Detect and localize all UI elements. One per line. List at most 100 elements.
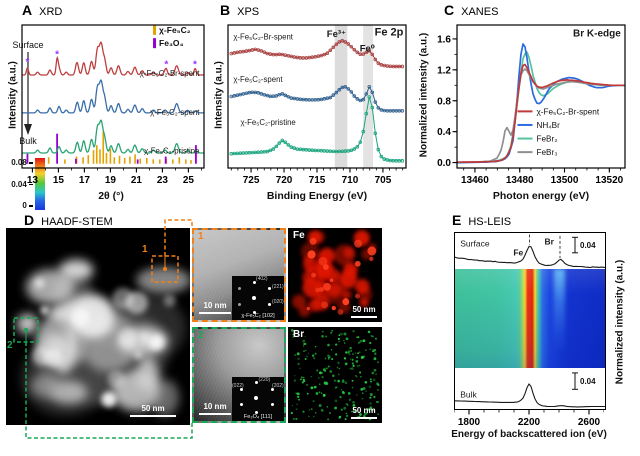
xrd-y-axis-label: Intensity (a.u.): [6, 20, 20, 190]
colorbar-tick: 0.04: [11, 180, 33, 189]
xps-x-axis-label: Binding Energy (eV): [266, 190, 368, 202]
panel-d-letter: D: [24, 212, 35, 228]
inset-2-scale-label: 10 nm: [203, 402, 227, 412]
fft-spot: [254, 381, 258, 385]
scale-bar-line: [351, 417, 377, 419]
panel-hs-leis: E HS-LEIS Surface Fe Br 0.04 Bulk 0.04 1800 2…: [444, 212, 640, 456]
svg-text:2600: 2600: [578, 417, 601, 426]
fft-spot: [238, 287, 242, 291]
svg-text:720: 720: [276, 175, 293, 186]
panel-xanes: C XANES Normalized intensity (a.u.) χ-Fe…: [418, 2, 638, 208]
svg-text:*: *: [55, 50, 59, 61]
panel-d-title: HAADF-STEM: [41, 216, 113, 228]
eds-map-fe: Fe 50 nm: [288, 228, 382, 322]
svg-text:0.04: 0.04: [580, 241, 596, 250]
hrtem-inset-column: 1 10 nm (402) (221) (020) χ-Fe₅C₂ [102]: [192, 228, 286, 425]
fft-spot: [268, 303, 272, 307]
panel-e-title: HS-LEIS: [468, 216, 512, 228]
br-signal-streak: [554, 269, 565, 368]
roi-1-number: 1: [142, 244, 148, 255]
scale-bar-line: [199, 413, 231, 415]
panel-a-body: Intensity (a.u.) * * * * χ-Fe₅C₂ Fe₃O₄ χ-Fe₅C₂…: [6, 20, 210, 190]
svg-text:χ-Fe₅C₂-pristine: χ-Fe₅C₂-pristine: [144, 147, 199, 156]
surface-label: Surface: [12, 40, 44, 50]
svg-text:*: *: [164, 60, 168, 71]
fft-spot: [271, 403, 274, 407]
br-map-scale-bar: 50 nm: [351, 406, 377, 419]
bulk-label: Bulk: [19, 136, 37, 146]
panel-xps: B XPS Intensity (a.u.) χ-Fe₅C₂-Br-spent χ…: [212, 2, 414, 208]
fft-pattern-1: (402) (221) (020) χ-Fe₅C₂ [102]: [232, 276, 284, 320]
fft-index-label: (220): [258, 376, 271, 383]
panel-b-title: XPS: [237, 6, 260, 18]
inset-1-scale-bar: 10 nm: [199, 301, 231, 314]
scale-bar-line: [130, 415, 176, 417]
svg-text:13: 13: [27, 175, 39, 186]
fe-map-scale-label: 50 nm: [352, 305, 376, 315]
panel-a-title: XRD: [39, 6, 63, 18]
svg-text:725: 725: [243, 175, 260, 186]
svg-text:FeBr₂: FeBr₂: [536, 135, 557, 144]
inset-2-number: 2: [198, 330, 204, 341]
stem-scale-label: 50 nm: [141, 404, 165, 414]
panel-c-title: XANES: [461, 6, 499, 18]
inset-1-number: 1: [198, 231, 204, 242]
xrd-chart: * * * * χ-Fe₅C₂ Fe₃O₄ χ-Fe₅C₂-Br-spent χ-Fe₅C₂-…: [21, 24, 205, 186]
leis-depth-heatmap: [455, 269, 605, 368]
depth-profile-legend: Surface Bulk 0.08 0.04 0: [0, 0, 56, 238]
panel-c-body: Normalized intensity (a.u.) χ-Fe₅C₂-Br-s…: [418, 20, 638, 190]
br-map-image: [288, 327, 382, 423]
panel-b-body: Intensity (a.u.) χ-Fe₅C₂-Br-spent χ-Fe₅C₂…: [212, 20, 414, 190]
svg-text:Surface: Surface: [460, 239, 490, 249]
svg-text:0.4: 0.4: [437, 127, 451, 138]
leis-bulk-spectrum: Bulk 0.04: [455, 372, 605, 408]
fft-spot: [239, 388, 243, 392]
fft-pattern-2: (220) (022) (202) Fe₃O₄ [111]: [232, 377, 284, 421]
svg-text:21: 21: [131, 175, 143, 186]
panel-c-header: C XANES: [418, 2, 638, 20]
br-map-label: Br: [293, 329, 305, 340]
colorbar-tick: 0.08: [11, 158, 33, 167]
panel-d-header: D HAADF-STEM: [6, 212, 388, 228]
svg-text:1.6: 1.6: [437, 34, 451, 45]
svg-text:*: *: [26, 57, 30, 68]
svg-text:χ-Fe₅C₂-spent: χ-Fe₅C₂-spent: [150, 108, 200, 117]
xanes-y-axis-label-text: Normalized intensity (a.u.): [418, 32, 430, 158]
svg-text:715: 715: [309, 175, 326, 186]
fe-map-scale-bar: 50 nm: [351, 305, 377, 318]
svg-text:710: 710: [342, 175, 359, 186]
eds-map-br: Br 50 nm: [288, 327, 382, 423]
svg-text:0.04: 0.04: [580, 377, 596, 386]
xanes-chart: χ-Fe₅C₂-Br-spent NH₄Br FeBr₂ FeBr₃ Br K-edge…: [437, 24, 626, 186]
stem-image-row: 50 nm 1 10 nm (402) (221): [6, 228, 382, 425]
svg-text:705: 705: [375, 175, 392, 186]
xanes-y-axis-label: Normalized intensity (a.u.): [418, 20, 430, 190]
svg-text:25: 25: [183, 175, 195, 186]
fft-index-label: (020): [272, 298, 284, 305]
fft-spot: [238, 303, 242, 307]
fft-index-label: (402): [255, 276, 268, 283]
fft-spot: [254, 396, 259, 401]
fe-map-label: Fe: [293, 230, 305, 241]
svg-text:Fe₃O₄: Fe₃O₄: [159, 38, 184, 48]
scale-bar-line: [199, 312, 231, 314]
svg-text:χ-Fe₅C₂-Br-spent: χ-Fe₅C₂-Br-spent: [536, 107, 599, 116]
svg-text:0.8: 0.8: [437, 96, 451, 107]
leis-surface-spectrum: Surface Fe Br 0.04: [455, 234, 605, 269]
fft-spot: [254, 411, 258, 415]
fft-zone-axis-label: χ-Fe₅C₂ [102]: [241, 313, 275, 319]
panel-xrd: A XRD Intensity (a.u.) * * * * χ-Fe₅C₂ Fe₃O₄ χ…: [6, 2, 210, 208]
svg-text:13460: 13460: [461, 175, 489, 186]
colorbar-tick-labels: 0.08 0.04 0: [11, 158, 33, 210]
xps-y-axis-label: Intensity (a.u.): [212, 20, 226, 190]
fft-spot: [252, 296, 257, 301]
xrd-x-axis-label: 2θ (°): [98, 190, 124, 202]
leis-x-axis-label: Energy of backscattered ion (eV): [451, 429, 607, 440]
svg-text:Br K-edge: Br K-edge: [573, 28, 621, 39]
svg-text:1800: 1800: [458, 417, 481, 426]
svg-text:13500: 13500: [551, 175, 579, 186]
stem-particles-image: [6, 228, 190, 425]
svg-text:19: 19: [105, 175, 117, 186]
svg-text:χ-Fe₅C₂-pristine: χ-Fe₅C₂-pristine: [240, 118, 295, 127]
